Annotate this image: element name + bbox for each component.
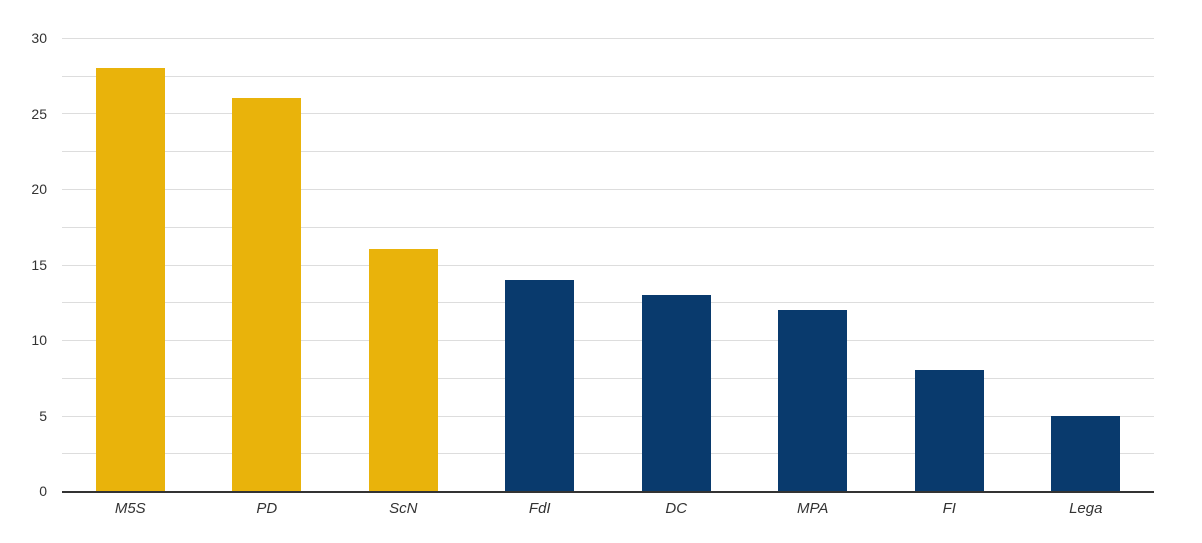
bar-slot: [335, 38, 472, 491]
x-axis-label-scn: ScN: [389, 500, 418, 517]
x-axis-label-fdi: FdI: [528, 500, 551, 517]
bar-slot: [62, 38, 199, 491]
y-axis-label: 0: [39, 483, 47, 499]
bar-slot: [199, 38, 336, 491]
gridline: [62, 415, 1154, 417]
x-axis-label-pd: PD: [256, 500, 278, 517]
gridline: [62, 302, 1154, 304]
gridline: [62, 151, 1154, 153]
y-axis-label: 20: [31, 181, 47, 198]
gridline: [62, 38, 1154, 39]
bar-scn: [368, 249, 438, 491]
bar-slot: [472, 38, 609, 491]
gridline: [62, 75, 1154, 77]
y-axis-label: 10: [31, 332, 47, 349]
bar-lega: [1051, 415, 1121, 491]
y-axis-tick-labels: 0 5 10 15 20 25 30: [0, 31, 47, 498]
y-axis-label: 5: [39, 407, 47, 424]
y-axis-label: 30: [31, 30, 47, 46]
bar-m5s: [95, 68, 165, 491]
bar-slot: [745, 38, 882, 491]
bar-slot: [1018, 38, 1155, 491]
gridline: [62, 113, 1154, 115]
bar-slot: [881, 38, 1018, 491]
x-axis-label-fi: FI: [942, 500, 956, 517]
bar-fi: [914, 370, 984, 491]
y-axis-label: 15: [31, 256, 47, 273]
bar-mpa: [778, 309, 848, 491]
gridline: [62, 339, 1154, 341]
x-axis-label-lega: Lega: [1069, 500, 1103, 517]
x-axis-label-mpa: MPA: [797, 500, 829, 517]
gridline: [62, 188, 1154, 190]
gridline: [62, 264, 1154, 266]
bar-dc: [641, 294, 711, 491]
gridline: [62, 453, 1154, 455]
bar-slot: [608, 38, 745, 491]
gridline: [62, 377, 1154, 379]
x-axis-tick-labels: M5S PD ScN FdI DC MPA FI Lega: [62, 500, 1154, 518]
bar-fdi: [505, 279, 575, 491]
y-axis-label: 25: [31, 105, 47, 122]
gridline: [62, 226, 1154, 228]
bar-pd: [232, 98, 302, 491]
x-axis-label-m5s: M5S: [114, 500, 146, 517]
x-axis-label-dc: DC: [665, 500, 688, 517]
plot-area: [62, 38, 1154, 493]
